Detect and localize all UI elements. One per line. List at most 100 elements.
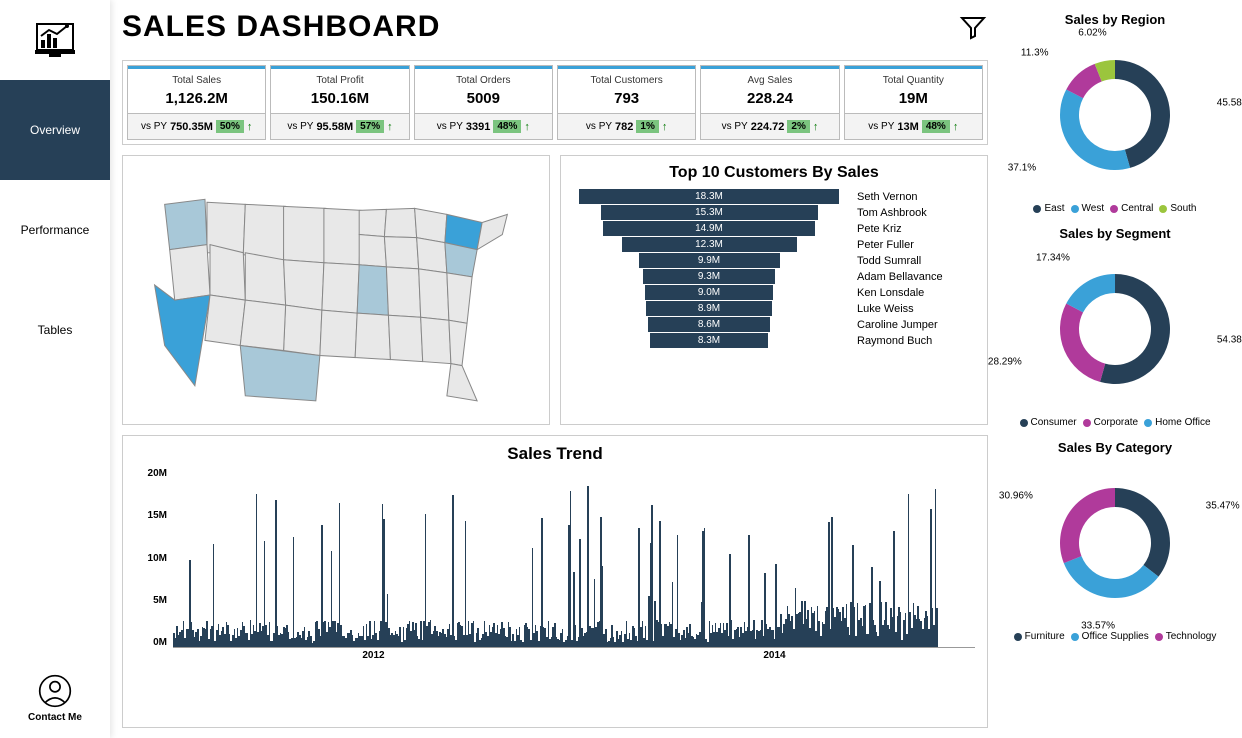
kpi-value: 228.24	[705, 90, 834, 107]
customer-row-1[interactable]: 15.3MTom Ashbrook	[569, 205, 979, 220]
sidebar: Overview Performance Tables Contact Me	[0, 0, 110, 738]
legend-item[interactable]: West	[1071, 203, 1105, 214]
customer-bar: 12.3M	[622, 237, 797, 252]
legend-item[interactable]: Consumer	[1020, 417, 1077, 428]
legend-item[interactable]: Corporate	[1083, 417, 1138, 428]
donut-pct-label: 30.96%	[999, 491, 1033, 502]
donut-pct-label: 54.38%	[1217, 335, 1242, 346]
kpi-prev-value: 3391	[466, 121, 490, 133]
kpi-prev-value: 13M	[897, 121, 918, 133]
customer-bar: 14.9M	[603, 221, 815, 236]
kpi-label: Total Profit	[275, 75, 404, 86]
arrow-up-icon: ↑	[387, 121, 393, 133]
vspy-label: vs PY	[586, 121, 612, 132]
logo-icon	[30, 20, 80, 60]
kpi-row: Total Sales1,126.2Mvs PY750.35M50%↑Total…	[122, 60, 988, 145]
customer-row-5[interactable]: 9.3MAdam Bellavance	[569, 269, 979, 284]
kpi-prev-value: 224.72	[751, 121, 785, 133]
customer-bar: 9.0M	[645, 285, 773, 300]
customer-bar: 8.9M	[646, 301, 772, 316]
customer-name: Seth Vernon	[857, 191, 918, 203]
legend-item[interactable]: Technology	[1155, 631, 1217, 642]
sales-trend-title: Sales Trend	[131, 444, 979, 464]
customer-row-0[interactable]: 18.3M Seth Vernon	[569, 189, 979, 204]
customer-row-8[interactable]: 8.6M Caroline Jumper	[569, 317, 979, 332]
usa-map	[131, 164, 541, 416]
donut-pct-label: 17.34%	[1036, 252, 1070, 263]
customer-row-3[interactable]: 12.3MPeter Fuller	[569, 237, 979, 252]
legend-item[interactable]: East	[1033, 203, 1064, 214]
kpi-label: Total Customers	[562, 75, 691, 86]
customer-row-4[interactable]: 9.9MTodd Sumrall	[569, 253, 979, 268]
kpi-value: 5009	[419, 90, 548, 107]
donut-pct-label: 11.3%	[1021, 48, 1049, 59]
segment-donut[interactable]: 54.38%28.29%17.34%	[1000, 249, 1230, 409]
kpi-pct: 57%	[356, 120, 384, 133]
arrow-up-icon: ↑	[813, 121, 819, 133]
kpi-label: Total Quantity	[849, 75, 978, 86]
contact-button[interactable]: Contact Me	[28, 674, 82, 723]
kpi-card-5[interactable]: Total Quantity 19M vs PY13M 48%↑	[844, 65, 983, 140]
vspy-label: vs PY	[868, 121, 894, 132]
kpi-prev-value: 782	[615, 121, 633, 133]
kpi-card-2[interactable]: Total Orders5009vs PY339148%↑	[414, 65, 553, 140]
donut-pct-label: 6.02%	[1078, 28, 1106, 39]
category-chart-title: Sales By Category	[1000, 440, 1230, 455]
legend-item[interactable]: South	[1159, 203, 1196, 214]
kpi-value: 19M	[849, 90, 978, 107]
main-area: SALES DASHBOARD Total Sales1,126.2Mvs PY…	[110, 0, 1242, 738]
customer-name: Ken Lonsdale	[857, 287, 924, 299]
top-customers-panel: Top 10 Customers By Sales 18.3MSeth Vern…	[560, 155, 988, 425]
donut-pct-label: 45.58%	[1217, 98, 1242, 109]
sidebar-item-overview[interactable]: Overview	[0, 80, 110, 180]
category-donut[interactable]: 35.47%33.57%30.96%	[1000, 463, 1230, 623]
trend-y-axis: 20M15M10M5M0M	[131, 468, 167, 648]
region-chart-title: Sales by Region	[1000, 12, 1230, 27]
contact-label: Contact Me	[28, 712, 82, 723]
segment-chart-title: Sales by Segment	[1000, 226, 1230, 241]
kpi-pct: 48%	[922, 120, 950, 133]
vspy-label: vs PY	[437, 121, 463, 132]
kpi-card-1[interactable]: Total Profit150.16Mvs PY95.58M57%↑	[270, 65, 409, 140]
legend-item[interactable]: Furniture	[1014, 631, 1065, 642]
customer-row-9[interactable]: 8.3M Raymond Buch	[569, 333, 979, 348]
segment-legend: Consumer Corporate Home Office	[1000, 417, 1230, 428]
kpi-label: Total Orders	[419, 75, 548, 86]
map-panel[interactable]	[122, 155, 550, 425]
region-donut[interactable]: 45.58%37.1%11.3%6.02%	[1000, 35, 1230, 195]
sidebar-item-tables[interactable]: Tables	[0, 280, 110, 380]
filter-icon[interactable]	[958, 12, 988, 42]
customer-bar: 8.3M	[650, 333, 768, 348]
legend-item[interactable]: Home Office	[1144, 417, 1210, 428]
category-legend: Furniture Office Supplies Technology	[1000, 631, 1230, 642]
kpi-prev-value: 95.58M	[316, 121, 353, 133]
sidebar-item-performance[interactable]: Performance	[0, 180, 110, 280]
customer-row-6[interactable]: 9.0M Ken Lonsdale	[569, 285, 979, 300]
kpi-pct: 50%	[216, 120, 244, 133]
kpi-pct: 1%	[636, 120, 658, 133]
customer-bar: 18.3M	[579, 189, 839, 204]
customer-name: Raymond Buch	[857, 335, 932, 347]
arrow-up-icon: ↑	[953, 121, 959, 133]
customer-bar: 8.6M	[648, 317, 770, 332]
kpi-card-4[interactable]: Avg Sales228.24vs PY224.722%↑	[700, 65, 839, 140]
customer-name: Pete Kriz	[857, 223, 902, 235]
customer-row-2[interactable]: 14.9M Pete Kriz	[569, 221, 979, 236]
donut-pct-label: 28.29%	[988, 357, 1022, 368]
customer-name: Caroline Jumper	[857, 319, 938, 331]
customer-row-7[interactable]: 8.9M Luke Weiss	[569, 301, 979, 316]
customer-name: Luke Weiss	[857, 303, 914, 315]
trend-plot-area[interactable]	[173, 468, 975, 648]
kpi-value: 793	[562, 90, 691, 107]
donut-pct-label: 33.57%	[1081, 620, 1115, 631]
legend-item[interactable]: Central	[1110, 203, 1153, 214]
customer-name: Todd Sumrall	[857, 255, 921, 267]
legend-item[interactable]: Office Supplies	[1071, 631, 1149, 642]
kpi-card-0[interactable]: Total Sales1,126.2Mvs PY750.35M50%↑	[127, 65, 266, 140]
trend-x-axis: 20122014	[173, 650, 975, 668]
kpi-pct: 2%	[787, 120, 809, 133]
kpi-card-3[interactable]: Total Customers793vs PY7821%↑	[557, 65, 696, 140]
vspy-label: vs PY	[287, 121, 313, 132]
customer-bar: 9.3M	[643, 269, 775, 284]
page-title: SALES DASHBOARD	[122, 10, 440, 44]
